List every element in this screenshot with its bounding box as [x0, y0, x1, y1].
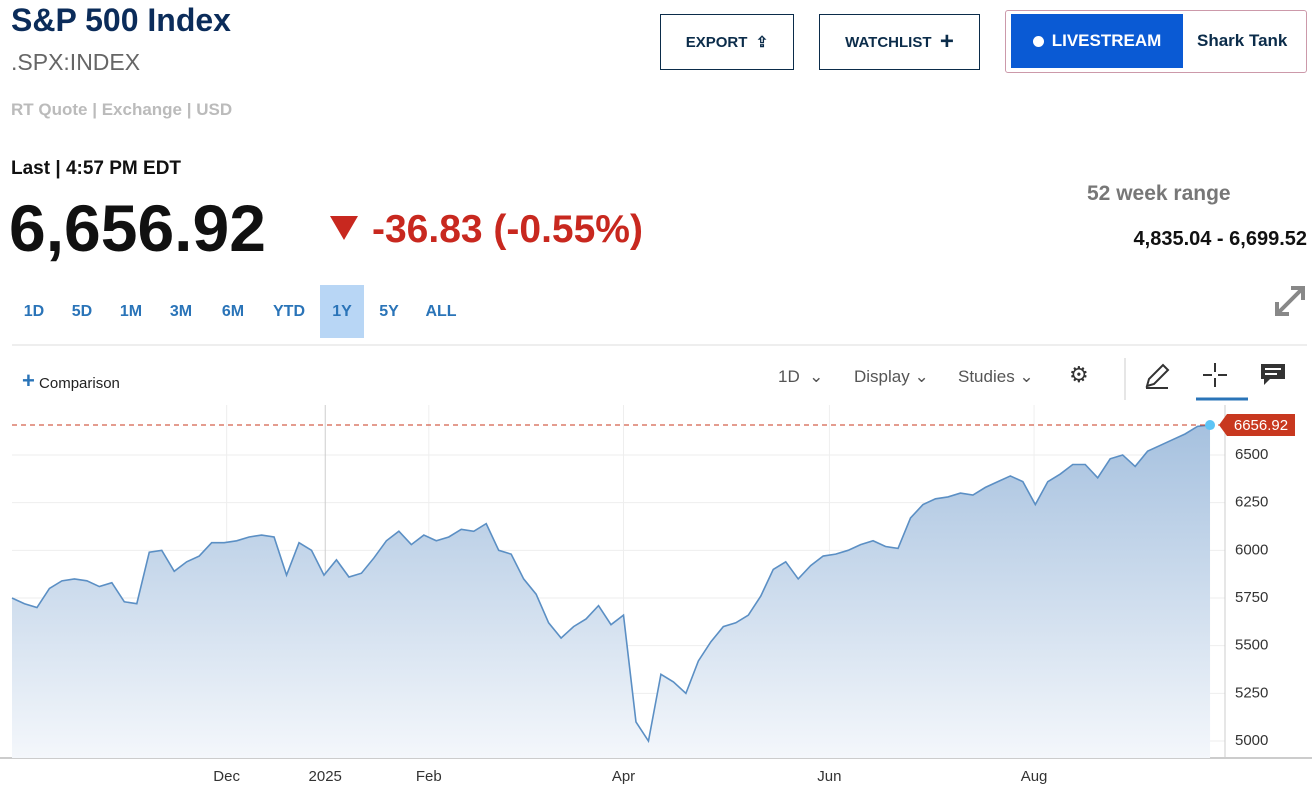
label: 1D [778, 367, 800, 386]
range-tab[interactable]: ALL [425, 303, 457, 320]
draw-icon[interactable] [1143, 362, 1171, 390]
x-tick-label: Dec [213, 768, 240, 785]
range-tab[interactable]: 6M [221, 303, 245, 320]
quote-info: RT Quote | Exchange | USD [11, 100, 233, 119]
change: -36.83 (-0.55%) [372, 208, 643, 251]
symbol: .SPX:INDEX [11, 49, 141, 75]
price-badge-label: 6656.92 [1234, 417, 1288, 434]
live-box [1005, 10, 1307, 73]
settings-icon[interactable]: ⚙ [1069, 362, 1089, 387]
show-link[interactable]: Shark Tank [1197, 31, 1288, 50]
title: S&P 500 Index [11, 2, 231, 38]
y-tick-label: 5500 [1235, 637, 1268, 654]
range-value: 4,835.04 - 6,699.52 [1133, 228, 1307, 250]
range-tab[interactable]: 1Y [320, 285, 364, 338]
export-button[interactable]: EXPORT ⇪ [660, 14, 794, 70]
label: Display [854, 367, 910, 386]
label: Comparison [39, 375, 120, 392]
display[interactable]: Display ⌄ [854, 367, 929, 386]
x-tick-label: 2025 [309, 768, 342, 785]
price: 6,656.92 [9, 191, 266, 265]
last-point [1205, 420, 1216, 431]
y-tick-label: 6000 [1235, 541, 1268, 558]
y-tick-label: 5000 [1235, 732, 1268, 749]
x-tick-label: Aug [1021, 768, 1048, 785]
last-label: Last | 4:57 PM EDT [11, 158, 182, 179]
x-tick-label: Apr [612, 768, 635, 785]
y-tick-label: 5250 [1235, 684, 1268, 701]
range-tab[interactable]: 1M [119, 303, 143, 320]
x-tick-label: Jun [817, 768, 841, 785]
area [12, 425, 1211, 758]
label: LIVESTREAM [1051, 31, 1162, 50]
range-label: 52 week range [1087, 182, 1231, 205]
comment-icon[interactable] [1260, 363, 1286, 387]
y-tick-label: 6500 [1235, 446, 1268, 463]
range-tab[interactable]: 1D [23, 303, 45, 320]
label: WATCHLIST [845, 33, 932, 51]
watchlist-button[interactable]: WATCHLIST + [819, 14, 980, 70]
crosshair-icon[interactable] [1202, 362, 1228, 388]
label: Studies [958, 367, 1015, 386]
livestream-button[interactable]: LIVESTREAM [1011, 14, 1183, 68]
line [11, 424, 1211, 744]
x-tick-label: Feb [416, 768, 442, 785]
price-badge [1219, 414, 1295, 437]
label: EXPORT [685, 33, 748, 51]
range-tab[interactable]: YTD [273, 303, 305, 320]
y-tick-label: 5750 [1235, 589, 1268, 606]
interval[interactable]: 1D ⌄ [778, 367, 824, 386]
down-arrow [330, 216, 358, 240]
range-tab[interactable]: 5D [71, 303, 93, 320]
comparison[interactable]: + Comparison [22, 368, 120, 393]
y-tick-label: 6250 [1235, 494, 1268, 511]
range-tab[interactable]: 5Y [379, 303, 399, 320]
studies[interactable]: Studies ⌄ [958, 367, 1034, 386]
expand-icon[interactable] [1273, 284, 1307, 318]
range-tab[interactable]: 3M [169, 303, 193, 320]
